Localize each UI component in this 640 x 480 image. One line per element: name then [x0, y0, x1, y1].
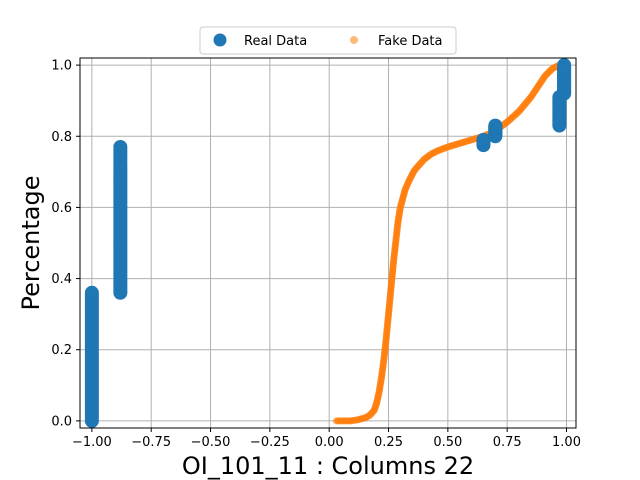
- y-tick-label: 1.0: [51, 59, 72, 74]
- y-tick-label: 0.0: [51, 414, 72, 429]
- plot-frame: [79, 57, 577, 429]
- x-tick-label: −0.25: [250, 435, 290, 450]
- x-tick-label: 1.00: [552, 435, 581, 450]
- legend-fake-marker: [350, 36, 358, 44]
- real-data-point: [84, 285, 99, 300]
- x-axis-ticks: −1.00 −0.75 −0.50 −0.25 0.00 0.25 0.50 0.75 1.00: [72, 428, 581, 450]
- legend: Real Data Fake Data: [199, 26, 457, 55]
- real-data-point: [557, 58, 572, 73]
- x-tick-label: 0.50: [433, 435, 462, 450]
- x-tick-label: −1.00: [72, 435, 112, 450]
- fake-data-series: [332, 61, 571, 425]
- real-data-point: [113, 139, 128, 154]
- y-tick-label: 0.8: [51, 130, 72, 145]
- real-data-series: [84, 58, 572, 428]
- y-axis-label: Percentage: [17, 175, 45, 310]
- grid-lines: [80, 58, 576, 428]
- y-tick-label: 0.4: [51, 272, 72, 287]
- real-data-point: [476, 132, 491, 147]
- x-tick-label: −0.50: [191, 435, 231, 450]
- legend-box: [199, 26, 457, 55]
- x-tick-label: −0.75: [131, 435, 171, 450]
- real-data-point: [488, 118, 503, 133]
- legend-fake-label: Fake Data: [378, 34, 443, 49]
- legend-real-label: Real Data: [244, 34, 307, 49]
- x-tick-label: 0.75: [493, 435, 522, 450]
- x-tick-label: 0.25: [374, 435, 403, 450]
- y-axis-ticks: 0.0 0.2 0.4 0.6 0.8 1.0: [51, 59, 80, 429]
- y-tick-label: 0.2: [51, 343, 72, 358]
- y-tick-label: 0.6: [51, 201, 72, 216]
- x-axis-label: OI_101_11 : Columns 22: [182, 452, 474, 480]
- x-tick-label: 0.00: [315, 435, 344, 450]
- legend-real-marker: [213, 33, 227, 47]
